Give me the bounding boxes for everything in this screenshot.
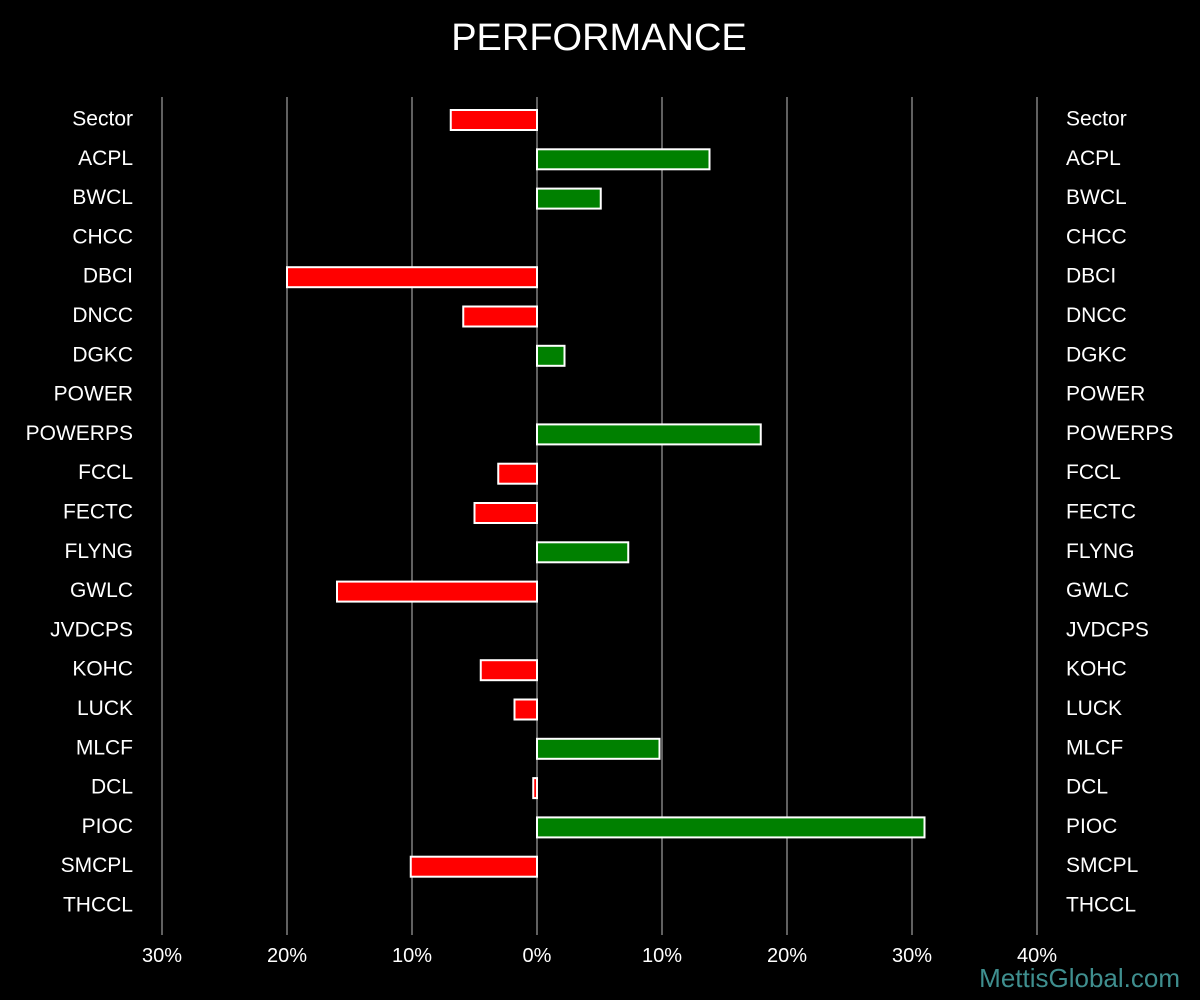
category-label-right: BWCL bbox=[1066, 186, 1127, 209]
bar-pioc bbox=[536, 816, 926, 839]
chart-title: PERFORMANCE bbox=[451, 17, 747, 59]
category-label-left: FCCL bbox=[78, 461, 133, 484]
x-tick-label: 10% bbox=[392, 945, 432, 967]
category-label-right: DNCC bbox=[1066, 304, 1127, 327]
category-label-left: DCL bbox=[91, 776, 133, 799]
bar-sector bbox=[449, 109, 538, 131]
category-label-left: DNCC bbox=[72, 304, 133, 327]
category-label-right: PIOC bbox=[1066, 815, 1117, 838]
left-category-labels: Sector ACPL BWCL CHCC DBCI DNCC DGKC POWER POWER… bbox=[26, 108, 133, 917]
x-tick-label: 20% bbox=[267, 945, 307, 967]
category-label-right: GWLC bbox=[1066, 579, 1129, 602]
category-label-right: ACPL bbox=[1066, 147, 1121, 170]
category-label-left: Sector bbox=[72, 108, 133, 131]
category-label-left: PIOC bbox=[82, 815, 133, 838]
bar-fectc bbox=[473, 502, 538, 524]
bar-luck bbox=[513, 698, 538, 721]
category-label-right: KOHC bbox=[1066, 658, 1127, 681]
category-label-right: FCCL bbox=[1066, 461, 1121, 484]
bar-mlcf bbox=[536, 737, 661, 760]
grid-lines bbox=[161, 97, 1038, 935]
category-label-left: POWERPS bbox=[26, 422, 133, 445]
category-label-left: THCCL bbox=[63, 894, 133, 917]
right-category-labels: Sector ACPL BWCL CHCC DBCI DNCC DGKC POWER POWER… bbox=[1066, 108, 1173, 917]
x-tick-label: 20% bbox=[767, 945, 807, 967]
bar-powerps bbox=[536, 423, 762, 446]
bar-acpl bbox=[536, 148, 711, 171]
category-label-left: JVDCPS bbox=[50, 618, 133, 641]
x-tick-label: 30% bbox=[892, 945, 932, 967]
bars bbox=[286, 109, 926, 878]
category-label-left: GWLC bbox=[70, 579, 133, 602]
category-label-right: DBCI bbox=[1066, 265, 1116, 288]
category-label-right: LUCK bbox=[1066, 697, 1122, 720]
category-label-right: FLYNG bbox=[1066, 540, 1134, 563]
category-label-right: JVDCPS bbox=[1066, 618, 1149, 641]
category-label-left: DBCI bbox=[83, 265, 133, 288]
x-tick-label: 0% bbox=[523, 945, 552, 967]
bar-fccl bbox=[497, 462, 538, 485]
bar-dbci bbox=[286, 266, 538, 289]
category-label-left: CHCC bbox=[72, 225, 133, 248]
category-label-right: MLCF bbox=[1066, 736, 1123, 759]
category-label-left: LUCK bbox=[77, 697, 133, 720]
category-label-left: MLCF bbox=[76, 736, 133, 759]
x-tick-labels: 30% 20% 10% 0% 10% 20% 30% 40% bbox=[142, 945, 1057, 967]
category-label-right: Sector bbox=[1066, 108, 1127, 131]
category-label-left: SMCPL bbox=[61, 854, 133, 877]
category-label-right: DCL bbox=[1066, 776, 1108, 799]
bar-flyng bbox=[536, 541, 630, 564]
bar-smcpl bbox=[409, 855, 538, 878]
category-label-right: DGKC bbox=[1066, 343, 1127, 366]
x-tick-label: 40% bbox=[1017, 945, 1057, 967]
category-label-right: FECTC bbox=[1066, 501, 1136, 524]
bar-bwcl bbox=[536, 187, 602, 210]
bar-kohc bbox=[479, 659, 538, 682]
bar-dcl bbox=[532, 777, 538, 800]
x-tick-label: 30% bbox=[142, 945, 182, 967]
bar-dgkc bbox=[536, 344, 566, 367]
watermark: MettisGlobal.com bbox=[979, 963, 1180, 993]
category-label-left: POWER bbox=[54, 383, 133, 406]
bar-dncc bbox=[462, 305, 538, 328]
category-label-left: KOHC bbox=[72, 658, 133, 681]
category-label-right: POWER bbox=[1066, 383, 1145, 406]
category-label-left: BWCL bbox=[72, 186, 133, 209]
category-label-left: DGKC bbox=[72, 343, 133, 366]
x-tick-label: 10% bbox=[642, 945, 682, 967]
category-label-right: THCCL bbox=[1066, 894, 1136, 917]
category-label-left: ACPL bbox=[78, 147, 133, 170]
category-label-left: FECTC bbox=[63, 501, 133, 524]
category-label-right: CHCC bbox=[1066, 225, 1127, 248]
bar-gwlc bbox=[336, 580, 538, 603]
category-label-right: SMCPL bbox=[1066, 854, 1138, 877]
category-label-right: POWERPS bbox=[1066, 422, 1173, 445]
category-label-left: FLYNG bbox=[65, 540, 133, 563]
